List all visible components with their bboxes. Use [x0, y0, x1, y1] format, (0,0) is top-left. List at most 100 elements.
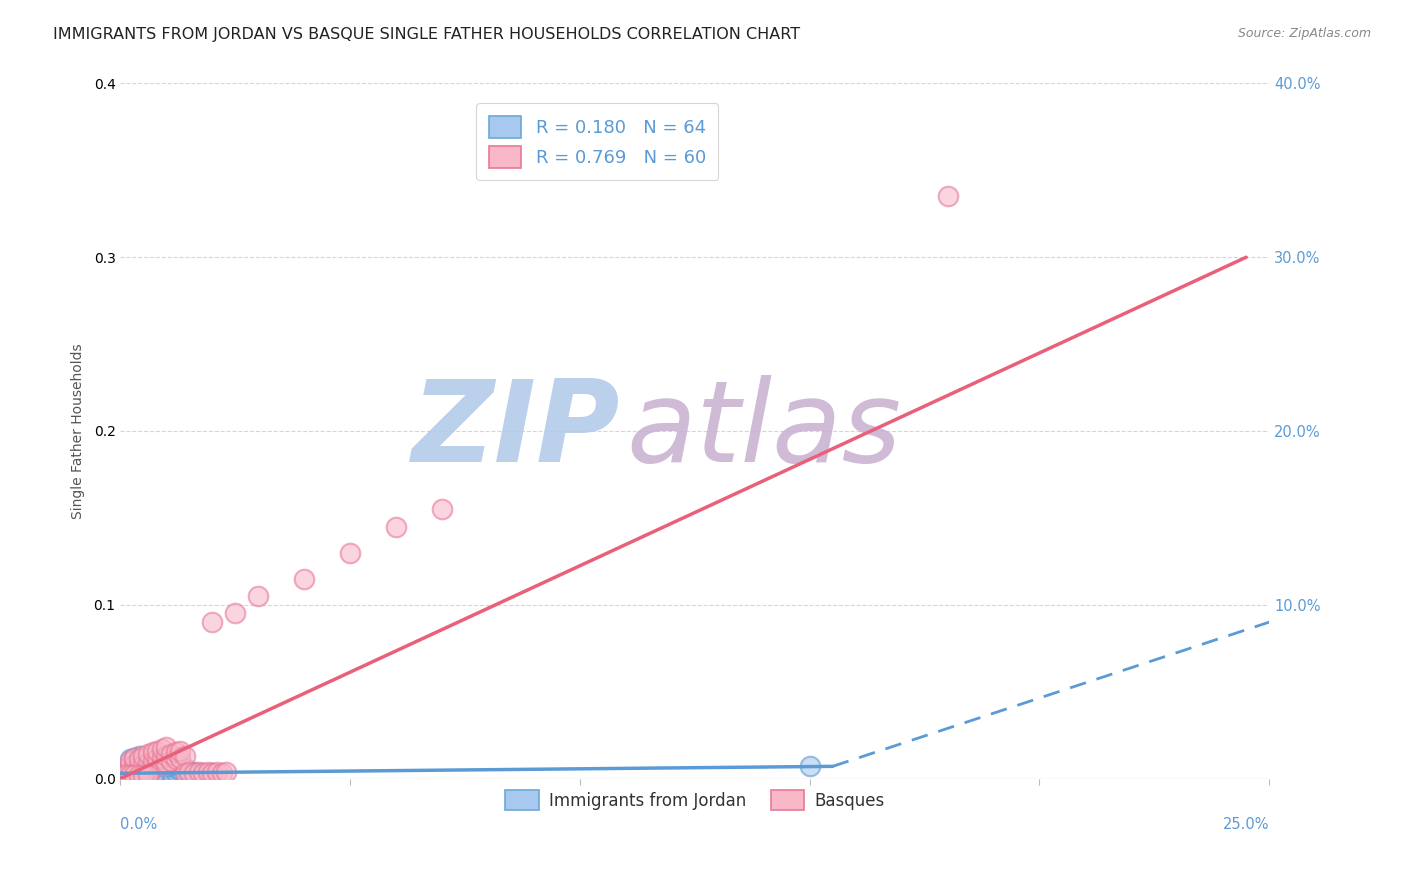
Point	[936, 189, 959, 203]
Point	[122, 761, 145, 775]
Point	[128, 768, 150, 782]
Point	[114, 766, 136, 780]
Point	[122, 763, 145, 777]
Point	[165, 746, 187, 760]
Point	[136, 763, 159, 777]
Point	[165, 764, 187, 779]
Point	[197, 768, 219, 782]
Point	[136, 747, 159, 761]
Point	[122, 766, 145, 780]
Point	[169, 759, 191, 773]
Point	[160, 747, 183, 761]
Point	[155, 740, 177, 755]
Point	[173, 766, 195, 780]
Point	[205, 764, 228, 779]
Text: ZIP: ZIP	[412, 376, 620, 486]
Point	[132, 754, 155, 768]
Point	[142, 770, 165, 784]
Point	[165, 761, 187, 775]
Point	[118, 759, 141, 773]
Point	[118, 768, 141, 782]
Point	[191, 766, 214, 780]
Point	[385, 519, 408, 533]
Point	[128, 764, 150, 779]
Point	[118, 764, 141, 779]
Point	[191, 766, 214, 780]
Point	[118, 768, 141, 782]
Point	[132, 766, 155, 780]
Point	[201, 766, 224, 780]
Point	[146, 744, 169, 758]
Text: 25.0%: 25.0%	[1223, 817, 1270, 832]
Point	[122, 756, 145, 770]
Point	[122, 750, 145, 764]
Point	[187, 764, 209, 779]
Point	[169, 763, 191, 777]
Point	[118, 770, 141, 784]
Point	[146, 759, 169, 773]
Point	[114, 761, 136, 775]
Point	[211, 766, 233, 780]
Point	[224, 607, 246, 621]
Point	[150, 757, 173, 772]
Point	[118, 764, 141, 779]
Point	[142, 754, 165, 768]
Point	[799, 759, 821, 773]
Point	[132, 748, 155, 763]
Point	[136, 770, 159, 784]
Point	[132, 768, 155, 782]
Point	[146, 754, 169, 768]
Point	[118, 770, 141, 784]
Point	[160, 766, 183, 780]
Point	[132, 770, 155, 784]
Point	[136, 763, 159, 777]
Point	[165, 757, 187, 772]
Point	[128, 770, 150, 784]
Point	[339, 546, 361, 560]
Point	[201, 766, 224, 780]
Point	[132, 752, 155, 766]
Point	[215, 764, 238, 779]
Point	[128, 757, 150, 772]
Point	[142, 761, 165, 775]
Point	[122, 770, 145, 784]
Point	[118, 754, 141, 768]
Point	[201, 615, 224, 629]
Point	[197, 764, 219, 779]
Point	[146, 752, 169, 766]
Text: atlas: atlas	[626, 376, 901, 486]
Point	[183, 766, 205, 780]
Point	[247, 589, 270, 603]
Point	[155, 759, 177, 773]
Legend: Immigrants from Jordan, Basques: Immigrants from Jordan, Basques	[496, 781, 893, 819]
Point	[160, 759, 183, 773]
Point	[118, 759, 141, 773]
Point	[128, 759, 150, 773]
Point	[114, 763, 136, 777]
Point	[142, 746, 165, 760]
Point	[146, 768, 169, 782]
Point	[128, 766, 150, 780]
Point	[173, 748, 195, 763]
Point	[150, 763, 173, 777]
Point	[155, 764, 177, 779]
Point	[169, 744, 191, 758]
Point	[136, 757, 159, 772]
Point	[122, 757, 145, 772]
Point	[122, 770, 145, 784]
Point	[132, 768, 155, 782]
Point	[150, 742, 173, 756]
Point	[136, 768, 159, 782]
Text: 0.0%: 0.0%	[121, 817, 157, 832]
Point	[128, 752, 150, 766]
Point	[136, 768, 159, 782]
Point	[155, 756, 177, 770]
Point	[142, 766, 165, 780]
Point	[128, 768, 150, 782]
Point	[132, 764, 155, 779]
Point	[173, 761, 195, 775]
Point	[146, 759, 169, 773]
Point	[173, 764, 195, 779]
Text: Source: ZipAtlas.com: Source: ZipAtlas.com	[1237, 27, 1371, 40]
Point	[160, 756, 183, 770]
